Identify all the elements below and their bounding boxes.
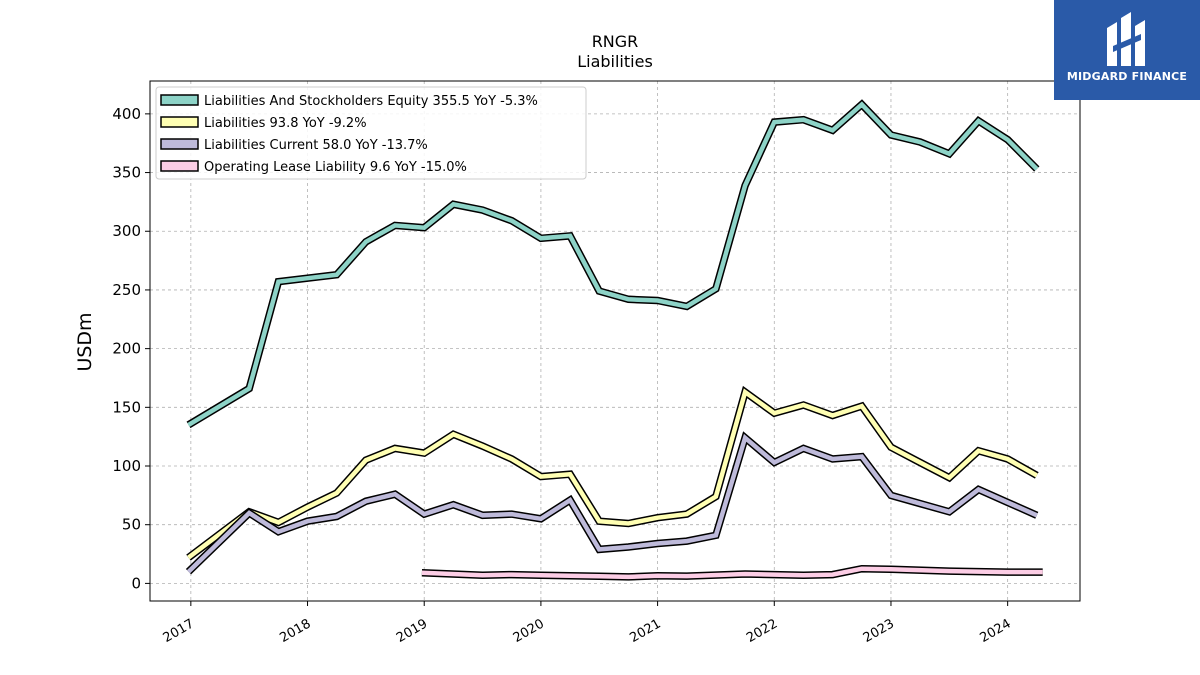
- chart-title: RNGR: [592, 32, 639, 51]
- legend-swatch: [160, 160, 199, 172]
- legend-label: Liabilities 93.8 YoY -9.2%: [204, 116, 367, 131]
- grid: [150, 81, 1080, 601]
- legend: Liabilities And Stockholders Equity 355.…: [155, 86, 587, 180]
- y-tick-label: 100: [112, 457, 141, 475]
- y-tick-label: 50: [122, 516, 141, 534]
- y-tick-label: 200: [112, 340, 141, 358]
- chart-subtitle: Liabilities: [577, 52, 653, 71]
- x-tick-label: 2020: [511, 616, 547, 646]
- x-tick-label: 2018: [277, 616, 313, 646]
- y-axis-label: USDm: [74, 312, 96, 371]
- series-line-0: [187, 101, 1039, 427]
- series-line-3: [421, 566, 1043, 580]
- x-tick-label: 2022: [744, 616, 780, 646]
- legend-swatch: [160, 94, 199, 106]
- x-tick-label: 2021: [627, 616, 663, 646]
- x-tick-label: 2023: [861, 616, 897, 646]
- series-line-1: [187, 388, 1038, 560]
- brand-name: MIDGARD FINANCE: [1066, 70, 1188, 83]
- axes: 0 50 100 150 200 250 300 350 400 2017 2018 2019 2020…: [112, 105, 1013, 646]
- y-tick-label: 400: [112, 105, 141, 123]
- x-tick-label: 2017: [161, 616, 197, 646]
- plot-area: [149, 80, 1081, 602]
- legend-box: [155, 86, 587, 180]
- y-tick-label: 150: [112, 398, 141, 416]
- brand-logo: MIDGARD FINANCE: [1054, 0, 1200, 100]
- legend-swatch: [160, 138, 199, 150]
- series-line-2: [186, 433, 1038, 574]
- legend-swatch: [160, 116, 199, 128]
- y-tick-label: 250: [112, 281, 141, 299]
- x-tick-label: 2024: [977, 616, 1013, 646]
- series-lines: [185, 99, 1043, 581]
- y-tick-label: 350: [112, 164, 141, 182]
- legend-label: Operating Lease Liability 9.6 YoY -15.0%: [204, 160, 467, 175]
- series-outline-1: [186, 385, 1039, 561]
- x-tick-label: 2019: [394, 616, 430, 646]
- legend-label: Liabilities Current 58.0 YoY -13.7%: [204, 138, 428, 153]
- midgard-logo-icon: [1107, 12, 1145, 66]
- y-tick-label: 0: [131, 574, 141, 592]
- y-tick-label: 300: [112, 222, 141, 240]
- legend-label: Liabilities And Stockholders Equity 355.…: [204, 94, 538, 109]
